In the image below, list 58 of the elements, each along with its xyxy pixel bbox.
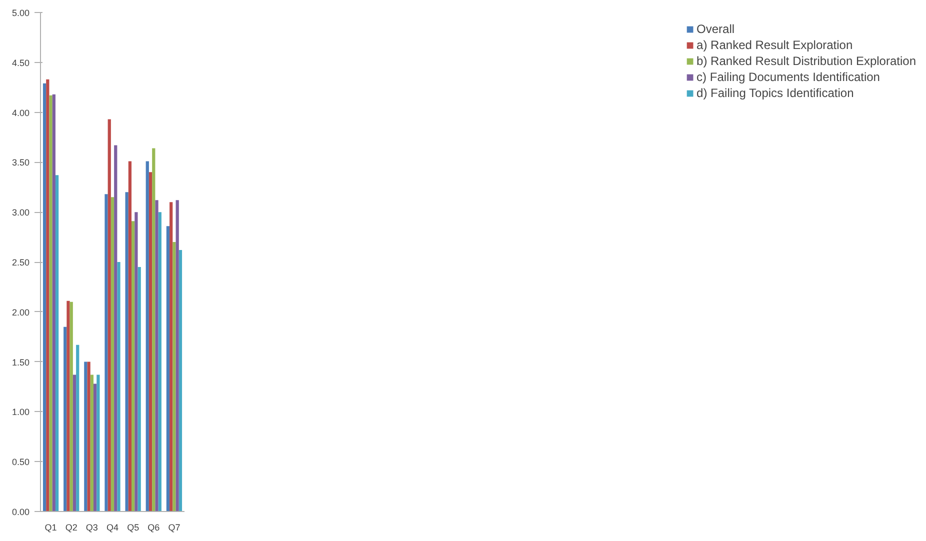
bar: [42, 83, 46, 512]
y-tick-label: 3.00: [12, 208, 30, 218]
y-tick-label: 0.50: [12, 457, 30, 468]
bar: [148, 172, 152, 512]
bar: [172, 242, 176, 512]
y-tick-label: 5.00: [12, 8, 30, 18]
bar: [134, 212, 138, 512]
y-tick-label: 2.50: [12, 258, 30, 268]
bar: [114, 145, 118, 512]
bar: [176, 200, 179, 512]
bar: [87, 362, 90, 512]
bar: [138, 266, 141, 512]
bar: [72, 374, 76, 512]
y-tick-label: 2.00: [12, 307, 30, 318]
bar: [166, 226, 170, 512]
bar: [55, 175, 59, 512]
y-tick-label: 1.50: [12, 357, 30, 368]
y-tick-label: 3.50: [12, 158, 30, 168]
bar: [96, 374, 100, 512]
bar: [90, 374, 94, 512]
bar: [125, 192, 128, 512]
legend-label: a) Ranked Result Exploration: [696, 38, 853, 52]
legend-label: c) Failing Documents Identification: [696, 70, 880, 84]
y-tick-label: 0.00: [12, 507, 30, 517]
legend-label: d) Failing Topics Identification: [696, 86, 854, 100]
y-tick-label: 4.00: [12, 108, 30, 118]
bar: [132, 221, 135, 512]
bar: [49, 95, 52, 512]
bar: [155, 200, 158, 512]
bar: [70, 302, 73, 512]
bar: [64, 326, 67, 512]
bar: [66, 300, 70, 512]
bar: [152, 148, 156, 512]
bar: [128, 161, 132, 512]
bar: [104, 194, 108, 512]
bar: [84, 362, 88, 512]
x-tick-label: Q1: [44, 522, 57, 532]
bar: [76, 344, 80, 512]
bar: [146, 161, 149, 512]
bar: [158, 212, 162, 512]
y-tick-label: 4.50: [12, 58, 30, 68]
x-tick-label: Q5: [127, 522, 140, 532]
bar: [52, 94, 56, 512]
bar: [110, 197, 114, 512]
x-tick-label: Q4: [106, 522, 119, 532]
legend-label: Overall: [696, 22, 735, 36]
x-tick-label: Q7: [168, 522, 180, 532]
bar: [170, 202, 173, 512]
bar: [108, 119, 111, 512]
bar: [46, 79, 50, 512]
y-tick-label: 1.00: [12, 407, 30, 418]
bar: [93, 384, 97, 512]
x-tick-label: Q6: [148, 522, 160, 532]
x-tick-label: Q2: [65, 522, 78, 532]
x-tick-label: Q3: [86, 522, 98, 532]
bar: [178, 250, 182, 512]
legend-label: b) Ranked Result Distribution Exploration: [696, 54, 916, 68]
bar: [117, 262, 120, 512]
